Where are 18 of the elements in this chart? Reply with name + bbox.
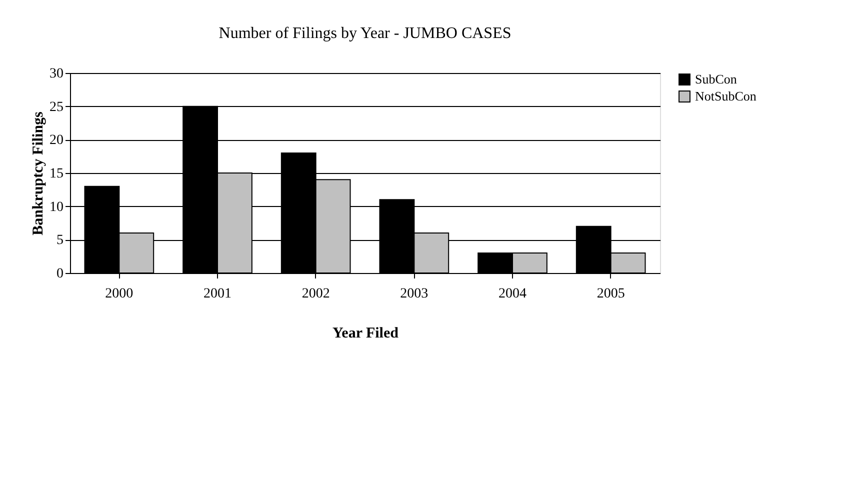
- x-tick-label: 2005: [596, 286, 625, 302]
- y-tick-label: 25: [50, 100, 64, 115]
- chart-title: Number of Filings by Year - JUMBO CASES: [218, 25, 512, 42]
- y-tick-label: 5: [56, 233, 64, 248]
- x-tick-label: 2001: [204, 286, 232, 302]
- y-tick-label: 10: [50, 200, 64, 215]
- y-tick-label: 20: [50, 133, 64, 148]
- y-tick-label: 30: [50, 66, 64, 82]
- y-axis-title: Bankruptcy Filings: [30, 111, 46, 236]
- x-tick-label: 2003: [400, 286, 428, 302]
- legend-label: NotSubCon: [695, 88, 757, 104]
- legend-label: SubCon: [695, 72, 738, 86]
- y-tick-label: 0: [56, 266, 64, 282]
- x-tick-label: 2000: [105, 286, 134, 302]
- x-axis-title: Year Filed: [332, 326, 400, 342]
- x-tick-label: 2002: [302, 286, 330, 302]
- y-tick-label: 15: [50, 166, 64, 182]
- x-tick-label: 2004: [498, 286, 526, 302]
